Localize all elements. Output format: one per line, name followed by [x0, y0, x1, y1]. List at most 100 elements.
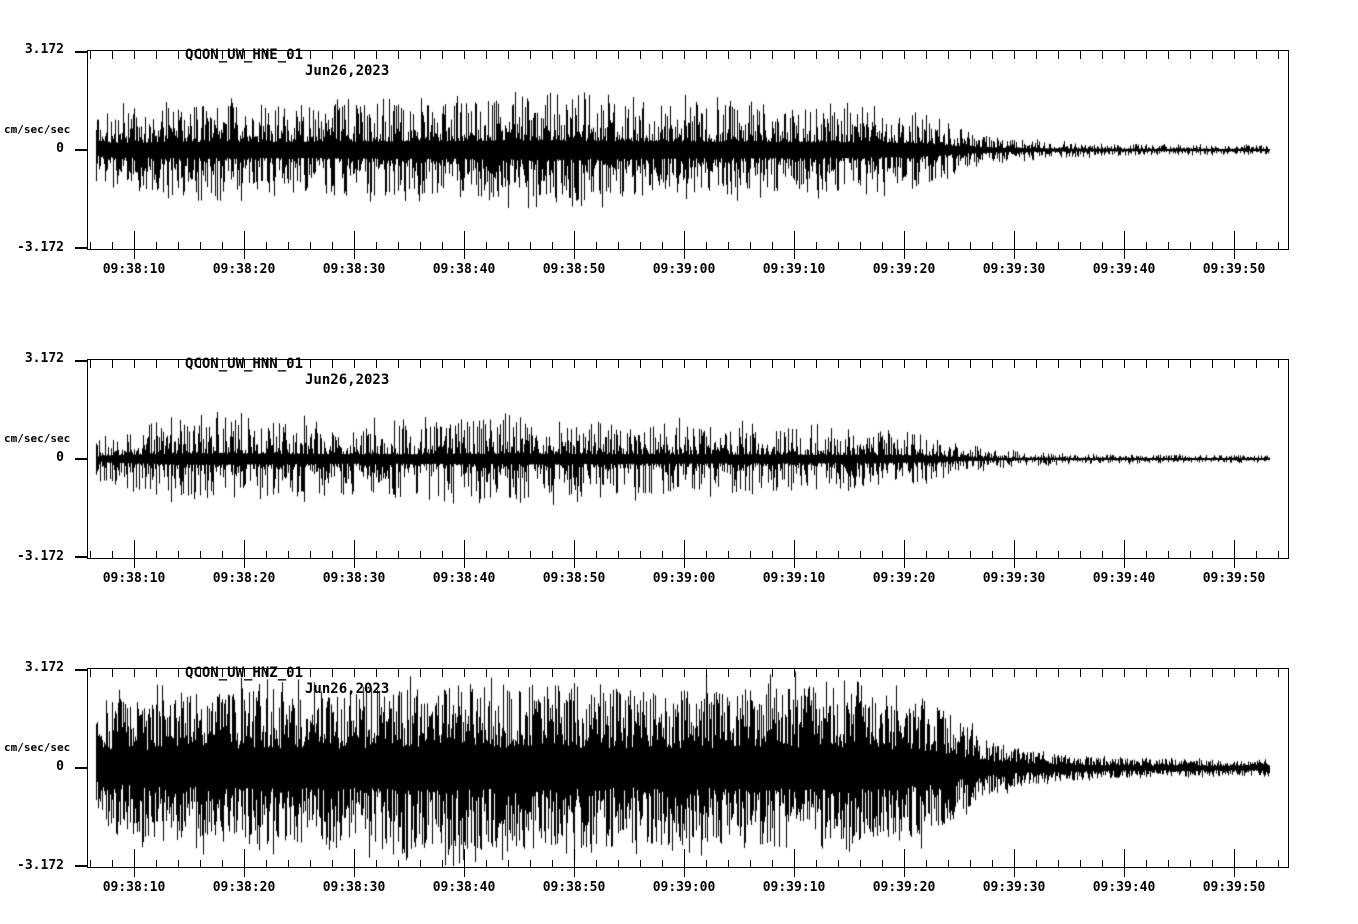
- x-minor-tick-top: [882, 360, 883, 368]
- x-minor-tick: [222, 242, 223, 249]
- x-minor-tick-top: [178, 669, 179, 677]
- x-minor-tick: [596, 860, 597, 867]
- x-minor-tick: [420, 551, 421, 558]
- x-minor-tick-top: [662, 360, 663, 368]
- x-minor-tick-top: [1146, 51, 1147, 59]
- x-minor-tick-top: [376, 360, 377, 368]
- x-minor-tick-top: [552, 360, 553, 368]
- x-minor-tick: [772, 551, 773, 558]
- x-minor-tick-top: [464, 360, 465, 368]
- x-minor-tick-top: [618, 51, 619, 59]
- x-minor-tick: [310, 860, 311, 867]
- x-minor-tick: [706, 551, 707, 558]
- x-minor-tick: [926, 242, 927, 249]
- x-minor-tick-top: [508, 51, 509, 59]
- x-minor-tick: [596, 551, 597, 558]
- plot-area: 09:38:10 09:38:20 09:38:30 09:38:40 09:38:50…: [75, 359, 1289, 586]
- x-minor-tick: [992, 860, 993, 867]
- x-tick-label: 09:39:20: [872, 571, 936, 586]
- x-minor-tick-top: [332, 51, 333, 59]
- x-minor-tick: [376, 860, 377, 867]
- x-minor-tick-top: [1278, 360, 1279, 368]
- x-minor-tick: [728, 860, 729, 867]
- x-minor-tick-top: [1036, 360, 1037, 368]
- x-tick-label: 09:39:40: [1092, 571, 1156, 586]
- x-minor-tick-top: [1190, 669, 1191, 677]
- x-minor-tick: [772, 242, 773, 249]
- x-minor-tick-top: [948, 51, 949, 59]
- x-major-tick: [464, 231, 465, 259]
- x-minor-tick-top: [1190, 360, 1191, 368]
- x-minor-tick: [882, 551, 883, 558]
- x-minor-tick: [486, 242, 487, 249]
- x-minor-tick-top: [398, 669, 399, 677]
- x-minor-tick: [332, 860, 333, 867]
- x-minor-tick: [838, 860, 839, 867]
- x-minor-tick-top: [1278, 669, 1279, 677]
- x-minor-tick: [728, 242, 729, 249]
- x-major-tick: [464, 849, 465, 877]
- x-minor-tick-top: [552, 669, 553, 677]
- x-minor-tick: [552, 860, 553, 867]
- x-minor-tick: [662, 551, 663, 558]
- x-minor-tick-top: [1168, 669, 1169, 677]
- x-major-tick: [904, 540, 905, 568]
- waveform-canvas: [88, 360, 1288, 558]
- x-minor-tick: [750, 551, 751, 558]
- x-minor-tick: [90, 551, 91, 558]
- x-minor-tick-top: [574, 360, 575, 368]
- x-minor-tick: [398, 551, 399, 558]
- x-tick-label: 09:38:40: [432, 262, 496, 277]
- x-minor-tick: [816, 860, 817, 867]
- x-major-tick: [794, 849, 795, 877]
- y-tick: [75, 360, 87, 362]
- x-minor-tick-top: [90, 51, 91, 59]
- x-minor-tick: [156, 860, 157, 867]
- x-minor-tick: [618, 551, 619, 558]
- x-minor-tick-top: [420, 51, 421, 59]
- x-minor-tick: [178, 551, 179, 558]
- x-minor-tick: [266, 551, 267, 558]
- x-minor-tick-top: [420, 360, 421, 368]
- x-minor-tick: [1256, 551, 1257, 558]
- x-minor-tick-top: [618, 669, 619, 677]
- x-minor-tick: [948, 860, 949, 867]
- x-minor-tick-top: [134, 669, 135, 677]
- x-minor-tick: [288, 860, 289, 867]
- x-minor-tick-top: [376, 51, 377, 59]
- x-minor-tick: [772, 860, 773, 867]
- x-minor-tick-top: [1212, 51, 1213, 59]
- x-tick-label: 09:39:00: [652, 571, 716, 586]
- x-minor-tick-top: [1234, 669, 1235, 677]
- x-minor-tick: [530, 242, 531, 249]
- x-minor-tick: [1168, 551, 1169, 558]
- x-minor-tick-top: [574, 669, 575, 677]
- x-tick-label: 09:39:10: [762, 571, 826, 586]
- y-axis-unit-label: cm/sec/sec: [4, 123, 71, 136]
- x-minor-tick-top: [1058, 669, 1059, 677]
- x-minor-tick: [706, 860, 707, 867]
- x-minor-tick-top: [706, 360, 707, 368]
- x-minor-tick: [442, 551, 443, 558]
- y-tick: [75, 149, 87, 151]
- x-minor-tick: [112, 551, 113, 558]
- x-minor-tick-top: [332, 669, 333, 677]
- x-minor-tick-top: [640, 360, 641, 368]
- x-tick-label: 09:38:40: [432, 571, 496, 586]
- x-minor-tick: [530, 860, 531, 867]
- x-minor-tick-top: [684, 669, 685, 677]
- x-minor-tick-top: [332, 360, 333, 368]
- x-tick-label: 09:38:20: [212, 262, 276, 277]
- x-minor-tick-top: [178, 51, 179, 59]
- x-minor-tick: [200, 860, 201, 867]
- x-major-tick: [354, 849, 355, 877]
- x-minor-tick-top: [1102, 51, 1103, 59]
- y-tick: [75, 51, 87, 53]
- y-axis-zero-label: 0: [56, 141, 64, 156]
- x-minor-tick-top: [508, 360, 509, 368]
- x-minor-tick: [156, 551, 157, 558]
- x-tick-label: 09:38:50: [542, 880, 606, 895]
- x-minor-tick-top: [486, 51, 487, 59]
- x-minor-tick: [508, 860, 509, 867]
- x-tick-label: 09:38:30: [322, 880, 386, 895]
